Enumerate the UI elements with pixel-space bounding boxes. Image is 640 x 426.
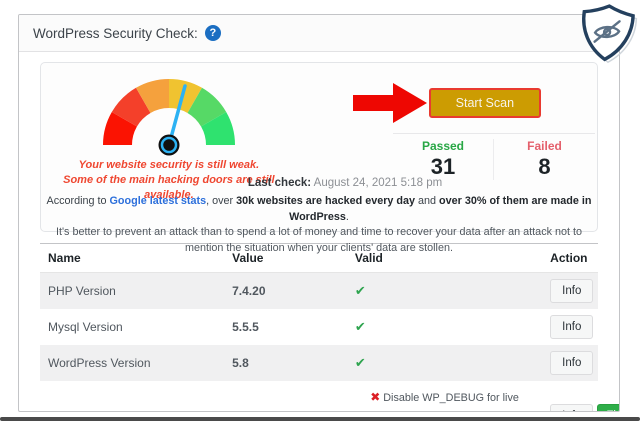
- check-value: 5.8: [232, 356, 249, 370]
- warning-line-1: Your website security is still weak.: [78, 159, 260, 171]
- table-row-wp-debug: WP Debug Mode Yes ✖ Disable WP_DEBUG for…: [40, 381, 619, 411]
- passed-stat: Passed 31: [393, 139, 494, 180]
- security-warning: Your website security is still weak. Som…: [41, 158, 297, 203]
- screenshot-bottom-shadow: [0, 417, 640, 421]
- info-button[interactable]: Info: [550, 403, 594, 411]
- cross-icon: ✖: [370, 390, 381, 404]
- table-header-row: Name Value Valid Action: [40, 243, 598, 273]
- page-title: WordPress Security Check:: [33, 25, 198, 41]
- card-body: Your website security is still weak. Som…: [19, 52, 619, 411]
- hidden-eye-shield-icon: [575, 1, 639, 65]
- check-value: 5.5.5: [232, 320, 259, 334]
- scan-stats: Passed 31 Failed 8: [392, 133, 595, 180]
- failed-stat: Failed 8: [493, 139, 595, 180]
- check-name: PHP Version: [48, 284, 116, 298]
- col-header-valid: Valid: [346, 243, 543, 273]
- failed-count: 8: [538, 154, 551, 179]
- fix-it-button[interactable]: Fix it: [597, 403, 619, 411]
- gauge-seg-5: [187, 87, 227, 127]
- table-row-wordpress: WordPress Version 5.8 ✔ Info: [40, 345, 598, 381]
- col-header-name: Name: [40, 243, 225, 273]
- valid-message-cell: ✖ Disable WP_DEBUG for live websites in …: [347, 381, 542, 411]
- note-prefix: According to: [46, 195, 110, 207]
- table-row-mysql: Mysql Version 5.5.5 ✔ Info: [40, 309, 598, 345]
- note-bold1: 30k websites are hacked every day: [236, 195, 416, 207]
- security-checks-table: Name Value Valid Action PHP Version 7.4.…: [40, 243, 619, 411]
- last-check-label: Last check:: [247, 177, 312, 189]
- passed-count: 31: [430, 154, 456, 179]
- scan-summary-panel: Your website security is still weak. Som…: [40, 62, 598, 254]
- info-button[interactable]: Info: [550, 279, 594, 303]
- last-check-value: August 24, 2021 5:18 pm: [311, 177, 443, 189]
- security-gauge-icon: [102, 78, 235, 156]
- gauge-seg-2: [111, 87, 151, 127]
- gauge-seg-3: [135, 78, 169, 113]
- valid-message: Disable WP_DEBUG for live websites in wp…: [383, 392, 519, 411]
- info-button[interactable]: Info: [550, 315, 594, 339]
- col-header-action: Action: [542, 243, 598, 273]
- stats-note: According to Google latest stats, over 3…: [41, 194, 597, 257]
- warning-line-2: Some of the main hacking doors are still…: [63, 173, 275, 201]
- check-name: WordPress Version: [48, 356, 151, 370]
- check-icon: ✔: [354, 355, 366, 370]
- note-mid2: and: [415, 195, 440, 207]
- last-check: Last check: August 24, 2021 5:18 pm: [41, 177, 597, 189]
- check-value: 7.4.20: [232, 284, 266, 298]
- note-suffix: .: [345, 210, 349, 223]
- card-header: WordPress Security Check: ?: [19, 15, 619, 52]
- table-row-php: PHP Version 7.4.20 ✔ Info: [40, 272, 598, 309]
- check-name: WP Debug Mode: [40, 381, 224, 411]
- info-button[interactable]: Info: [550, 351, 594, 375]
- google-stats-link[interactable]: Google latest stats: [109, 195, 207, 207]
- check-name: Mysql Version: [48, 320, 123, 334]
- note-mid1: , over: [206, 195, 237, 207]
- col-header-value: Value: [224, 243, 347, 273]
- gauge-seg-1: [102, 112, 137, 145]
- note-bold2: over 30% of them are made in WordPress: [289, 195, 592, 223]
- passed-label: Passed: [421, 139, 465, 153]
- scan-column: Start Scan Passed 31 Failed 8: [297, 71, 597, 180]
- security-check-card: WordPress Security Check: ?: [18, 14, 620, 412]
- gauge-seg-6: [200, 112, 235, 145]
- check-value: Yes: [224, 381, 347, 411]
- help-icon[interactable]: ?: [204, 25, 221, 41]
- check-icon: ✔: [354, 283, 366, 298]
- check-icon: ✔: [354, 319, 366, 334]
- gauge-hub-ring: [160, 136, 178, 154]
- red-arrow-icon: [352, 83, 427, 123]
- failed-label: Failed: [527, 139, 562, 153]
- start-scan-button[interactable]: Start Scan: [428, 88, 541, 118]
- gauge-seg-4: [168, 78, 202, 113]
- gauge-column: Your website security is still weak. Som…: [41, 71, 297, 201]
- note-line-1: According to Google latest stats, over 3…: [41, 194, 597, 225]
